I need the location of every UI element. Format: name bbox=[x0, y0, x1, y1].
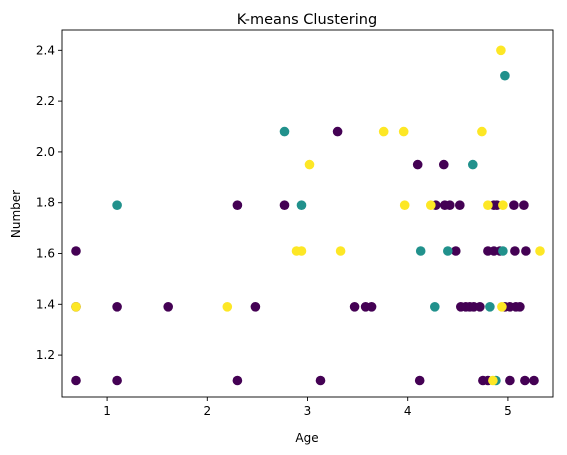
cluster-0-point-3 bbox=[315, 375, 326, 386]
cluster-2-point-1 bbox=[222, 302, 233, 312]
cluster-1-point-5 bbox=[430, 302, 440, 312]
x-tick-label: 1 bbox=[103, 404, 111, 418]
cluster-2-point-10 bbox=[477, 126, 487, 137]
cluster-2-point-8 bbox=[399, 200, 410, 210]
cluster-0-point-38 bbox=[455, 200, 465, 210]
cluster-0-point-0 bbox=[71, 375, 81, 386]
cluster-0-point-27 bbox=[451, 246, 461, 256]
cluster-0-point-2 bbox=[232, 375, 243, 386]
cluster-1-point-7 bbox=[468, 159, 478, 170]
cluster-0-point-34 bbox=[279, 200, 290, 210]
cluster-2-point-3 bbox=[296, 246, 307, 256]
cluster-0-point-16 bbox=[366, 302, 377, 312]
plot-frame bbox=[61, 29, 554, 398]
cluster-0-point-33 bbox=[232, 200, 243, 210]
cluster-2-point-9 bbox=[426, 200, 436, 210]
cluster-0-point-1 bbox=[112, 375, 122, 386]
cluster-0-point-7 bbox=[505, 375, 515, 386]
cluster-0-point-32 bbox=[521, 246, 531, 256]
cluster-0-point-14 bbox=[349, 302, 360, 312]
y-tick-label: 1.2 bbox=[36, 348, 55, 362]
cluster-1-point-0 bbox=[112, 200, 122, 210]
y-tick-label: 1.4 bbox=[36, 297, 55, 311]
cluster-0-point-26 bbox=[71, 246, 81, 256]
cluster-2-point-15 bbox=[535, 246, 545, 256]
x-tick-label: 2 bbox=[203, 404, 211, 418]
cluster-1-point-2 bbox=[296, 200, 307, 210]
x-axis-ticks: 1 2 3 4 5 bbox=[103, 397, 512, 418]
cluster-0-point-4 bbox=[414, 375, 425, 386]
chart-title: K-means Clustering bbox=[237, 12, 377, 28]
cluster-1-point-6 bbox=[485, 302, 495, 312]
cluster-1-point-4 bbox=[443, 246, 453, 256]
y-tick-label: 2.0 bbox=[36, 145, 55, 159]
cluster-2-point-14 bbox=[497, 302, 507, 312]
y-axis-ticks: 1.2 1.4 1.6 1.8 2.0 2.2 2.4 bbox=[36, 43, 62, 362]
cluster-0-point-42 bbox=[519, 200, 529, 210]
cluster-0-point-45 bbox=[332, 126, 343, 137]
cluster-2-point-12 bbox=[498, 200, 508, 210]
cluster-2-point-11 bbox=[483, 200, 493, 210]
y-axis-label: Number bbox=[9, 190, 23, 238]
cluster-1-point-8 bbox=[500, 70, 510, 81]
cluster-0-point-8 bbox=[520, 375, 530, 386]
cluster-0-point-37 bbox=[445, 200, 455, 210]
cluster-1-point-10 bbox=[498, 246, 508, 256]
cluster-2-point-4 bbox=[304, 159, 315, 170]
x-tick-label: 3 bbox=[304, 404, 312, 418]
cluster-2-point-16 bbox=[488, 375, 498, 386]
cluster-2-point-13 bbox=[496, 45, 506, 56]
cluster-2-point-5 bbox=[335, 246, 346, 256]
cluster-0-point-31 bbox=[510, 246, 520, 256]
cluster-1-point-3 bbox=[415, 246, 426, 256]
x-axis-label: Age bbox=[295, 431, 318, 445]
x-tick-label: 5 bbox=[504, 404, 512, 418]
cluster-2-point-6 bbox=[378, 126, 389, 137]
cluster-0-point-41 bbox=[509, 200, 519, 210]
y-tick-label: 2.4 bbox=[36, 43, 55, 57]
cluster-0-point-21 bbox=[475, 302, 485, 312]
cluster-1-point-1 bbox=[279, 126, 290, 137]
cluster-0-point-25 bbox=[515, 302, 525, 312]
cluster-0-point-43 bbox=[412, 159, 423, 170]
y-tick-label: 1.6 bbox=[36, 247, 55, 261]
cluster-0-point-9 bbox=[529, 375, 539, 386]
cluster-0-point-12 bbox=[163, 302, 173, 312]
cluster-0-point-11 bbox=[112, 302, 122, 312]
cluster-0-point-13 bbox=[250, 302, 261, 312]
x-tick-label: 4 bbox=[404, 404, 412, 418]
y-tick-label: 1.8 bbox=[36, 196, 55, 210]
cluster-2-point-7 bbox=[398, 126, 409, 137]
y-tick-label: 2.2 bbox=[36, 94, 55, 108]
cluster-2-point-0 bbox=[71, 302, 81, 312]
data-points bbox=[71, 45, 545, 386]
cluster-0-point-44 bbox=[439, 159, 449, 170]
